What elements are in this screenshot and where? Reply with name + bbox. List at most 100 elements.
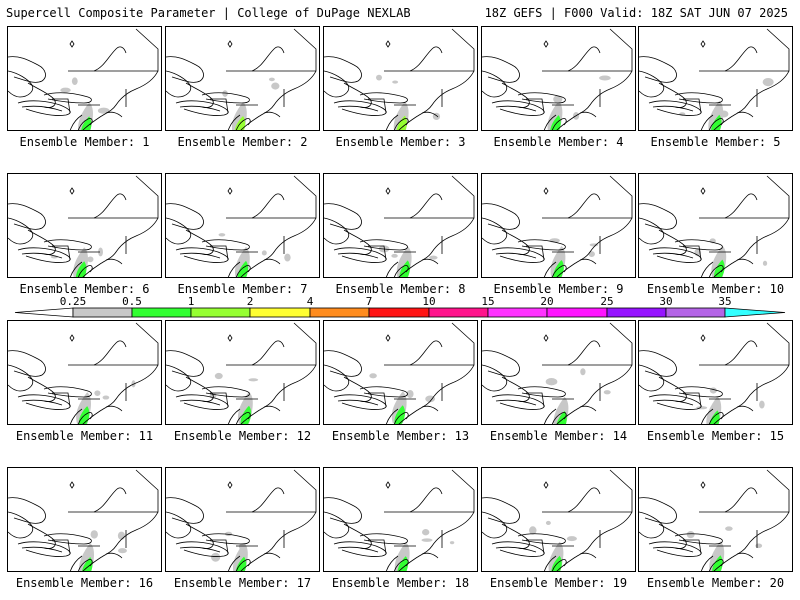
ensemble-member-map (481, 26, 636, 131)
coastline-boundary (43, 533, 92, 545)
northeast-us-map (639, 175, 790, 277)
scale-bin (131, 307, 192, 318)
ensemble-member-label: Ensemble Member: 15 (646, 429, 785, 443)
ensemble-member-label: Ensemble Member: 5 (650, 135, 781, 149)
coastline-boundary (263, 258, 281, 265)
northeast-us-map (166, 175, 317, 277)
scp-shade-low (449, 541, 455, 545)
coastline-boundary (699, 322, 790, 366)
northeast-us-map (8, 469, 159, 571)
ensemble-member-map (638, 173, 793, 278)
scp-shade-low (718, 110, 729, 118)
coastline-boundary (77, 118, 93, 130)
location-marker-icon (385, 481, 391, 489)
coastline-boundary (736, 552, 754, 559)
coastline-boundary (263, 111, 281, 118)
coastline-boundary (708, 412, 724, 424)
scale-bin (428, 307, 489, 318)
scale-tick-label: 20 (540, 295, 554, 308)
scale-bin (487, 307, 548, 318)
coastline-boundary (179, 399, 221, 406)
coastline-boundary (343, 523, 372, 549)
coastline-boundary (69, 555, 83, 571)
coastline-boundary (491, 100, 545, 116)
coastline-boundary (639, 497, 677, 524)
scp-shade-low (589, 243, 599, 247)
location-marker-icon (543, 334, 549, 342)
coastline-boundary (333, 394, 387, 410)
ensemble-member-map (323, 26, 478, 131)
coastline-boundary (639, 350, 677, 377)
coastline-boundary (226, 469, 317, 513)
coastline-boundary (43, 239, 92, 251)
coastline-boundary (17, 247, 71, 263)
coastline-boundary (82, 70, 159, 130)
coastline-boundary (526, 392, 545, 408)
scp-shade-low (214, 372, 223, 380)
coastline-boundary (517, 533, 566, 545)
scp-shade-low (603, 390, 611, 395)
ensemble-member-map (638, 467, 793, 572)
scp-shade-low (725, 526, 733, 531)
coastline-boundary (166, 364, 192, 392)
scp-shade-low (588, 251, 595, 258)
coastline-boundary (421, 258, 439, 265)
coastline-boundary (324, 350, 362, 377)
scp-shade-low (545, 520, 551, 525)
coastline-boundary (333, 100, 387, 116)
coastline-boundary (166, 203, 204, 230)
location-marker-icon (543, 40, 549, 48)
ensemble-member-map (481, 320, 636, 425)
ensemble-member-map (165, 467, 320, 572)
coastline-boundary (393, 118, 409, 130)
coastline-boundary (359, 386, 408, 398)
coastline-boundary (43, 92, 92, 104)
coastline-boundary (542, 175, 633, 219)
northeast-us-map (639, 322, 790, 424)
coastline-boundary (68, 175, 159, 219)
coastline-boundary (409, 340, 443, 366)
northeast-us-map (324, 175, 475, 277)
location-marker-icon (700, 334, 706, 342)
coastline-boundary (359, 92, 408, 104)
coastline-boundary (482, 497, 520, 524)
coastline-boundary (708, 265, 724, 277)
scp-shade-low (87, 256, 94, 263)
coastline-boundary (724, 46, 758, 72)
scp-shade-green (234, 115, 246, 130)
northeast-us-map (639, 28, 790, 130)
coastline-boundary (713, 364, 790, 424)
scale-tick-label: 25 (600, 295, 614, 308)
coastline-boundary (324, 364, 350, 392)
coastline-boundary (543, 555, 557, 571)
coastline-boundary (652, 105, 694, 112)
coastline-boundary (166, 497, 204, 524)
coastline-boundary (421, 111, 439, 118)
coastline-boundary (235, 265, 251, 277)
ensemble-member-map (481, 173, 636, 278)
scale-bin (606, 307, 667, 318)
coastline-boundary (93, 46, 127, 72)
coastline-boundary (409, 487, 443, 513)
northeast-us-map (166, 28, 317, 130)
coastline-boundary (343, 82, 372, 108)
coastline-boundary (393, 559, 409, 571)
coastline-boundary (179, 105, 221, 112)
coastline-boundary (724, 340, 758, 366)
coastline-boundary (27, 523, 56, 549)
coastline-boundary (648, 394, 702, 410)
coastline-boundary (17, 100, 71, 116)
scp-shade-low (248, 378, 259, 382)
coastline-boundary (551, 559, 567, 571)
scp-shade-green (75, 261, 87, 277)
northeast-us-map (8, 322, 159, 424)
coastline-boundary (8, 350, 46, 377)
scp-shade-green (82, 557, 93, 571)
ensemble-member-label: Ensemble Member: 17 (173, 576, 312, 590)
scp-shade-low (238, 543, 246, 551)
coastline-boundary (210, 245, 229, 261)
coastline-boundary (21, 105, 63, 112)
northeast-us-map (482, 28, 633, 130)
coastline-boundary (495, 399, 537, 406)
coastline-boundary (700, 114, 714, 130)
